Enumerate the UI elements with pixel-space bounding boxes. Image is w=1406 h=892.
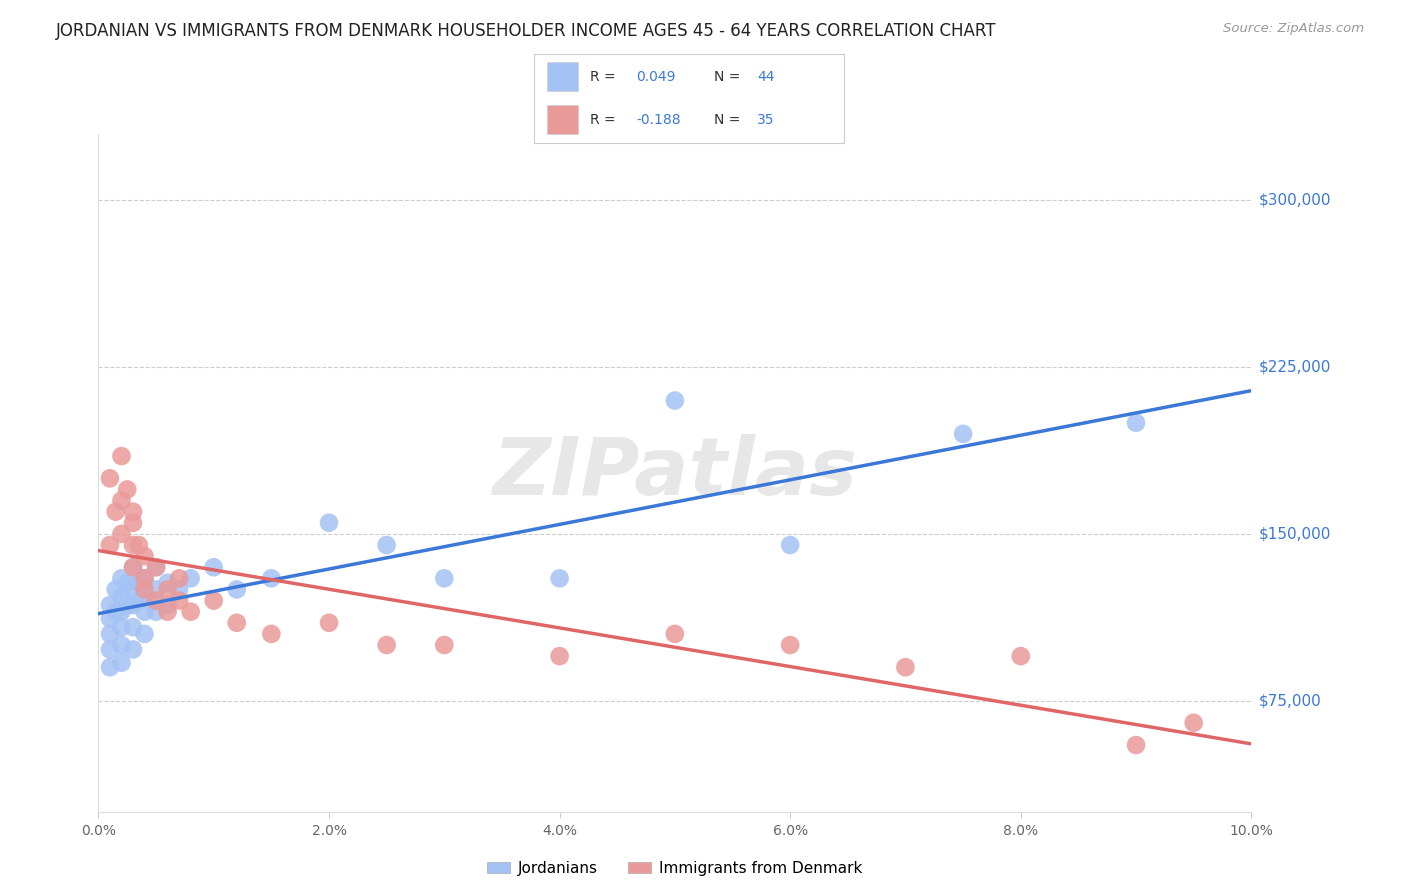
Point: [122, 538, 145, 552]
Point: [110, 527, 132, 541]
Point: [180, 571, 202, 585]
Text: 35: 35: [756, 112, 775, 127]
Point: [145, 560, 167, 574]
Point: [98, 471, 121, 485]
Point: [156, 605, 179, 619]
Point: [134, 627, 156, 641]
Point: [318, 516, 340, 530]
Point: [128, 538, 150, 552]
Point: [122, 560, 145, 574]
Point: [122, 620, 145, 634]
Point: [134, 605, 156, 619]
Text: 44: 44: [756, 70, 775, 84]
Point: [548, 649, 571, 664]
Point: [433, 571, 456, 585]
Text: 0.049: 0.049: [637, 70, 676, 84]
Point: [128, 575, 150, 590]
Point: [110, 605, 132, 619]
Point: [134, 571, 156, 585]
Point: [117, 575, 138, 590]
Text: $150,000: $150,000: [1258, 526, 1330, 541]
Point: [134, 549, 156, 563]
Text: N =: N =: [714, 112, 744, 127]
Point: [134, 571, 156, 585]
Text: -0.188: -0.188: [637, 112, 681, 127]
Point: [1010, 649, 1032, 664]
Point: [145, 582, 167, 597]
Legend: Jordanians, Immigrants from Denmark: Jordanians, Immigrants from Denmark: [481, 855, 869, 882]
Point: [1125, 738, 1147, 752]
Text: ZIPatlas: ZIPatlas: [492, 434, 858, 512]
Text: $75,000: $75,000: [1258, 693, 1322, 708]
Point: [1182, 715, 1205, 730]
Point: [134, 589, 156, 603]
Point: [318, 615, 340, 630]
Point: [104, 505, 127, 519]
Point: [779, 638, 801, 652]
Point: [110, 493, 132, 508]
Point: [225, 615, 247, 630]
Point: [1125, 416, 1147, 430]
Point: [117, 483, 138, 497]
Point: [110, 638, 132, 652]
Text: R =: R =: [591, 70, 620, 84]
Point: [145, 605, 167, 619]
Point: [110, 589, 132, 603]
Point: [952, 426, 974, 441]
Point: [375, 538, 398, 552]
Point: [110, 571, 132, 585]
Point: [375, 638, 398, 652]
Point: [122, 598, 145, 612]
Point: [110, 656, 132, 670]
Point: [122, 516, 145, 530]
Point: [260, 627, 283, 641]
Point: [664, 393, 686, 408]
Point: [779, 538, 801, 552]
Bar: [547, 62, 578, 91]
Point: [180, 605, 202, 619]
Point: [98, 611, 121, 625]
Text: JORDANIAN VS IMMIGRANTS FROM DENMARK HOUSEHOLDER INCOME AGES 45 - 64 YEARS CORRE: JORDANIAN VS IMMIGRANTS FROM DENMARK HOU…: [56, 22, 997, 40]
Point: [225, 582, 247, 597]
Point: [548, 571, 571, 585]
Point: [117, 598, 138, 612]
Point: [156, 598, 179, 612]
Point: [167, 571, 190, 585]
Point: [98, 598, 121, 612]
Point: [145, 560, 167, 574]
Text: $300,000: $300,000: [1258, 193, 1331, 208]
Point: [156, 582, 179, 597]
Point: [122, 560, 145, 574]
Point: [98, 627, 121, 641]
Point: [433, 638, 456, 652]
Point: [110, 620, 132, 634]
Text: $225,000: $225,000: [1258, 359, 1330, 375]
Point: [122, 582, 145, 597]
Point: [167, 593, 190, 607]
Point: [202, 560, 225, 574]
Point: [98, 538, 121, 552]
Text: Source: ZipAtlas.com: Source: ZipAtlas.com: [1223, 22, 1364, 36]
Point: [167, 582, 190, 597]
Point: [98, 660, 121, 674]
Point: [145, 593, 167, 607]
Point: [156, 575, 179, 590]
Point: [122, 505, 145, 519]
Point: [202, 593, 225, 607]
Point: [664, 627, 686, 641]
Point: [98, 642, 121, 657]
Point: [134, 582, 156, 597]
Bar: [547, 105, 578, 134]
Text: N =: N =: [714, 70, 744, 84]
Point: [128, 593, 150, 607]
Text: R =: R =: [591, 112, 620, 127]
Point: [894, 660, 917, 674]
Point: [104, 582, 127, 597]
Point: [260, 571, 283, 585]
Point: [122, 642, 145, 657]
Point: [110, 449, 132, 463]
Point: [104, 605, 127, 619]
